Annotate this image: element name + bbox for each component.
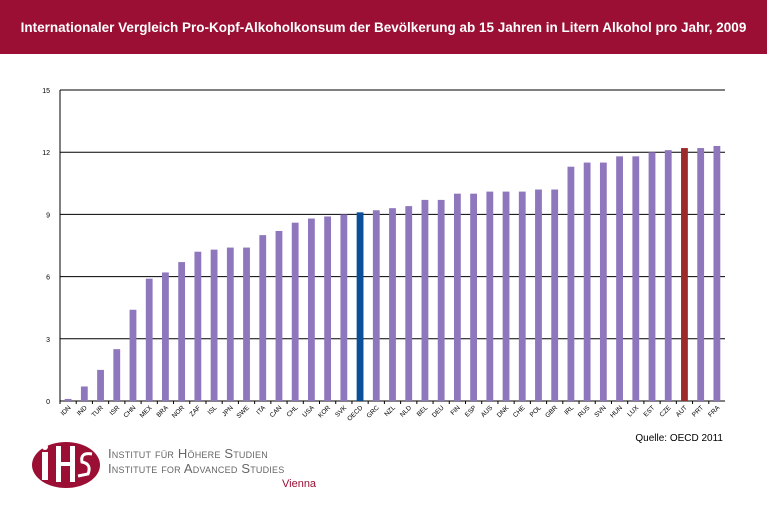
bar-bra: [162, 272, 169, 401]
source-note: Quelle: OECD 2011: [635, 433, 723, 444]
x-tick-label: JPN: [221, 404, 235, 418]
y-tick-label: 12: [42, 150, 50, 157]
chart-title-bar: Internationaler Vergleich Pro-Kopf-Alkoh…: [0, 0, 767, 54]
bar-ita: [259, 235, 267, 401]
bar-gbr: [551, 189, 559, 401]
x-tick-label: CZE: [659, 404, 674, 419]
x-tick-label: DEU: [431, 404, 446, 419]
bar-chl: [291, 222, 299, 401]
x-tick-label: AUS: [480, 404, 495, 419]
bar-bel: [421, 199, 429, 401]
bar-tur: [97, 369, 104, 401]
bar-lux: [632, 156, 640, 401]
x-tick-label: NOR: [171, 404, 186, 419]
bar-isl: [210, 249, 218, 401]
bar-mex: [145, 278, 153, 401]
x-tick-label: IND: [76, 404, 89, 417]
x-tick-label: OECD: [346, 404, 364, 422]
x-tick-label: MEX: [139, 404, 154, 419]
x-tick-label: GRC: [366, 404, 381, 419]
x-tick-label: NLD: [399, 404, 413, 418]
x-tick-label: KOR: [317, 404, 332, 419]
bar-pol: [535, 189, 542, 401]
bar-jpn: [226, 247, 234, 401]
x-tick-label: USA: [301, 404, 316, 419]
y-tick-label: 9: [46, 212, 50, 219]
ihs-logo: Institut für Höhere Studien Institute fo…: [30, 438, 330, 494]
bar-esp: [470, 193, 478, 401]
logo-line-1: Institut für Höhere Studien: [108, 446, 268, 461]
x-tick-label: CAN: [269, 404, 284, 419]
x-tick-label: LUX: [626, 404, 640, 418]
x-tick-label: GBR: [544, 404, 559, 419]
bar-isr: [113, 349, 121, 401]
bar-deu: [437, 199, 445, 401]
bar-zaf: [194, 251, 202, 401]
bar-oecd: [356, 212, 364, 401]
logo-city: Vienna: [282, 478, 317, 490]
bar-ind: [80, 386, 88, 401]
y-tick-label: 3: [46, 337, 50, 344]
y-tick-label: 6: [46, 275, 50, 282]
bar-che: [518, 191, 526, 401]
bar-idn: [64, 398, 72, 401]
bar-aus: [486, 191, 494, 401]
bar-svn: [599, 162, 607, 401]
x-tick-label: POL: [529, 404, 543, 418]
bar-dnk: [502, 191, 510, 401]
x-tick-label: CHN: [122, 404, 137, 419]
x-tick-label: AUT: [675, 404, 689, 418]
bar-fin: [453, 193, 461, 401]
bar-kor: [324, 216, 332, 401]
x-tick-label: SWE: [236, 404, 252, 420]
x-tick-label: IDN: [60, 404, 73, 417]
bar-fra: [713, 145, 721, 401]
ihs-logo-icon: [32, 442, 100, 488]
x-tick-label: ISR: [109, 404, 122, 417]
x-tick-label: DNK: [496, 404, 511, 419]
bar-irl: [567, 166, 575, 401]
x-tick-label: BRA: [155, 404, 170, 419]
bar-cze: [664, 150, 672, 401]
y-tick-label: 0: [46, 399, 50, 406]
logo-line-2: Institute for Advanced Studies: [108, 461, 285, 476]
x-tick-label: ITA: [255, 404, 267, 416]
bar-nzl: [389, 208, 396, 401]
bar-can: [275, 230, 283, 401]
x-tick-label: TUR: [91, 404, 106, 419]
x-tick-label: ZAF: [189, 404, 203, 418]
bar-grc: [372, 210, 380, 401]
x-tick-label: EST: [643, 404, 657, 418]
bar-prt: [697, 148, 705, 401]
bar-rus: [583, 162, 591, 401]
x-tick-label: FRA: [707, 404, 722, 419]
x-tick-label: BEL: [416, 404, 430, 418]
bar-hun: [616, 156, 623, 401]
bar-nor: [178, 262, 186, 401]
chart-title: Internationaler Vergleich Pro-Kopf-Alkoh…: [20, 19, 747, 35]
x-tick-label: ESP: [464, 404, 478, 418]
x-tick-label: FIN: [449, 404, 462, 417]
y-tick-label: 15: [42, 88, 50, 95]
x-tick-label: NZL: [383, 404, 397, 418]
x-tick-label: ISL: [207, 404, 219, 416]
bar-chart: 0 3 6 9 12 15 IDN IND TUR ISR CHN MEX BRA NOR ZAF ISL JP…: [42, 88, 725, 423]
x-tick-label: SVN: [593, 404, 608, 419]
x-tick-label: CHL: [285, 404, 299, 418]
bar-svk: [340, 214, 348, 401]
bar-nld: [405, 206, 413, 401]
bar-swe: [243, 247, 250, 401]
bar-usa: [307, 218, 315, 401]
x-tick-label: RUS: [577, 404, 592, 419]
x-tick-label: IRL: [563, 404, 575, 416]
bar-chn: [129, 309, 137, 401]
x-tick-label: CHE: [512, 404, 527, 419]
x-tick-label: PRT: [691, 404, 705, 418]
bar-est: [648, 152, 656, 401]
x-tick-label: HUN: [609, 404, 624, 419]
bar-aut: [681, 148, 688, 401]
